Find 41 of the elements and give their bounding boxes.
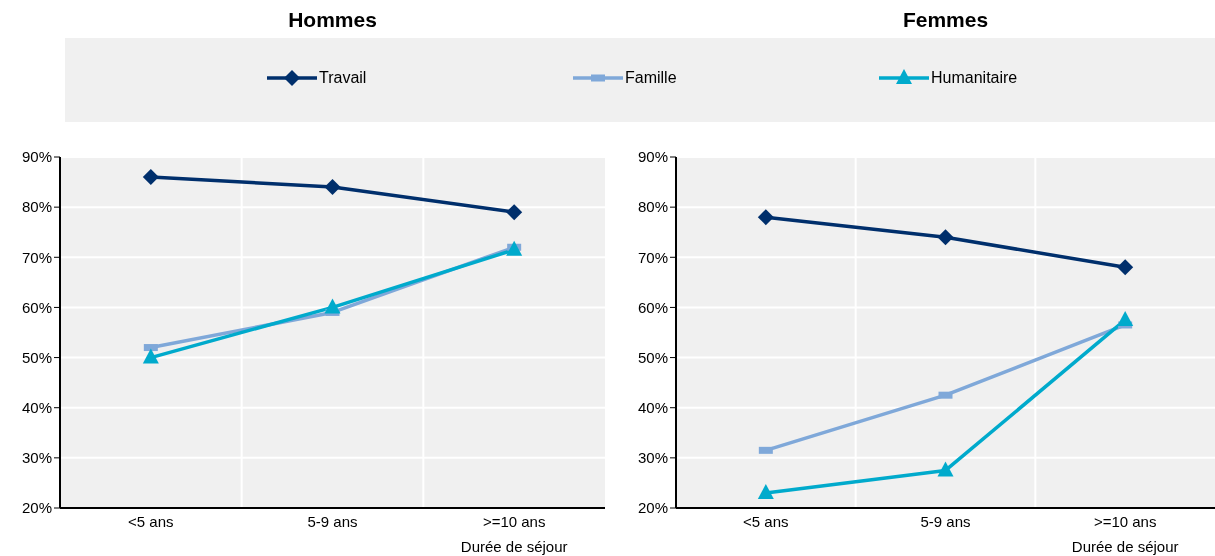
y-tick-label: 50% (637, 348, 668, 366)
x-tick-label: >=10 ans (1093, 512, 1157, 530)
point (142, 169, 159, 186)
y-tick-label: 20% (637, 499, 668, 517)
legend-label: Famille (625, 69, 677, 87)
y-tick-label: 30% (21, 449, 52, 467)
point (506, 204, 523, 221)
y-tick-label: 60% (637, 298, 668, 316)
point (1117, 310, 1134, 326)
chart-title: Hommes (287, 8, 378, 32)
point (142, 348, 159, 364)
y-tick-label: 40% (637, 399, 668, 417)
x-tick-label: >=10 ans (482, 512, 546, 530)
y-tick-label: 40% (21, 399, 52, 417)
y-tick-label: 50% (21, 348, 52, 366)
x-tick-label: <5 ans (743, 512, 789, 530)
y-tick-label: 90% (637, 148, 668, 166)
point (937, 461, 954, 477)
point (506, 240, 523, 256)
legend-label: Humanitaire (931, 69, 1018, 87)
y-tick-label: 20% (21, 499, 52, 517)
x-axis-title: Durée de séjour (460, 538, 568, 555)
y-tick-label: 70% (637, 248, 668, 266)
x-tick-label: 5-9 ans (920, 512, 971, 530)
x-tick-label: 5-9 ans (307, 512, 358, 530)
point (757, 209, 774, 226)
x-axis-title: Durée de séjour (1071, 538, 1179, 555)
y-tick-label: 60% (21, 298, 52, 316)
y-tick-label: 30% (637, 449, 668, 467)
point (324, 179, 341, 196)
legend-label: Travail (319, 69, 367, 87)
y-tick-label: 80% (637, 198, 668, 216)
point (324, 298, 341, 314)
point (1117, 259, 1134, 276)
point (937, 229, 954, 246)
y-tick-label: 70% (21, 248, 52, 266)
y-tick-label: 80% (21, 198, 52, 216)
chart-title: Femmes (901, 8, 990, 32)
x-tick-label: <5 ans (128, 512, 174, 530)
point (757, 483, 774, 499)
y-tick-label: 90% (21, 148, 52, 166)
